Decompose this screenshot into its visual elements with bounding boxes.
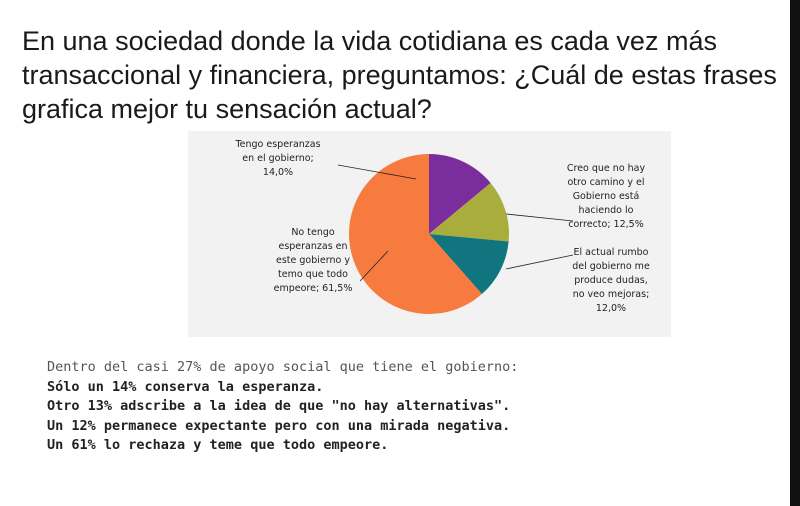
pie-slice-2 [429,183,509,242]
pie-slice-4 [349,154,482,314]
leader-line-2 [505,213,574,222]
leader-line-1 [337,164,417,180]
pie-chart-panel: Tengo esperanzas en el gobierno; 14,0% Creo… [188,131,671,337]
leader-line-3 [505,254,574,270]
slice-label-3: El actual rumbo del gobierno me produce du… [572,247,650,314]
slide-title: En una sociedad donde la vida cotidiana … [22,26,777,124]
window-edge [790,0,800,506]
leader-line-4 [359,250,389,282]
summary-text: Dentro del casi 27% de apoyo social que … [47,358,787,456]
pie-slice-1 [429,154,491,234]
summary-line-2: Otro 13% adscribe a la idea de que "no h… [47,398,511,414]
slice-label-2: Creo que no hay otro camino y el Gobierno … [567,163,646,230]
pie-chart: Tengo esperanzas en el gobierno; 14,0% Creo… [234,139,650,314]
slice-label-4: No tengo esperanzas en este gobierno y temo… [274,227,353,294]
summary-intro: Dentro del casi 27% de apoyo social que … [47,359,519,375]
summary-line-1: Sólo un 14% conserva la esperanza. [47,378,324,395]
pie-slice-3 [429,234,509,295]
summary-line-4: Un 61% lo rechaza y teme que todo empeor… [47,437,389,453]
slice-label-1: Tengo esperanzas en el gobierno; 14,0% [234,139,320,178]
summary-line-3: Un 12% permanece expectante pero con una… [47,417,511,434]
